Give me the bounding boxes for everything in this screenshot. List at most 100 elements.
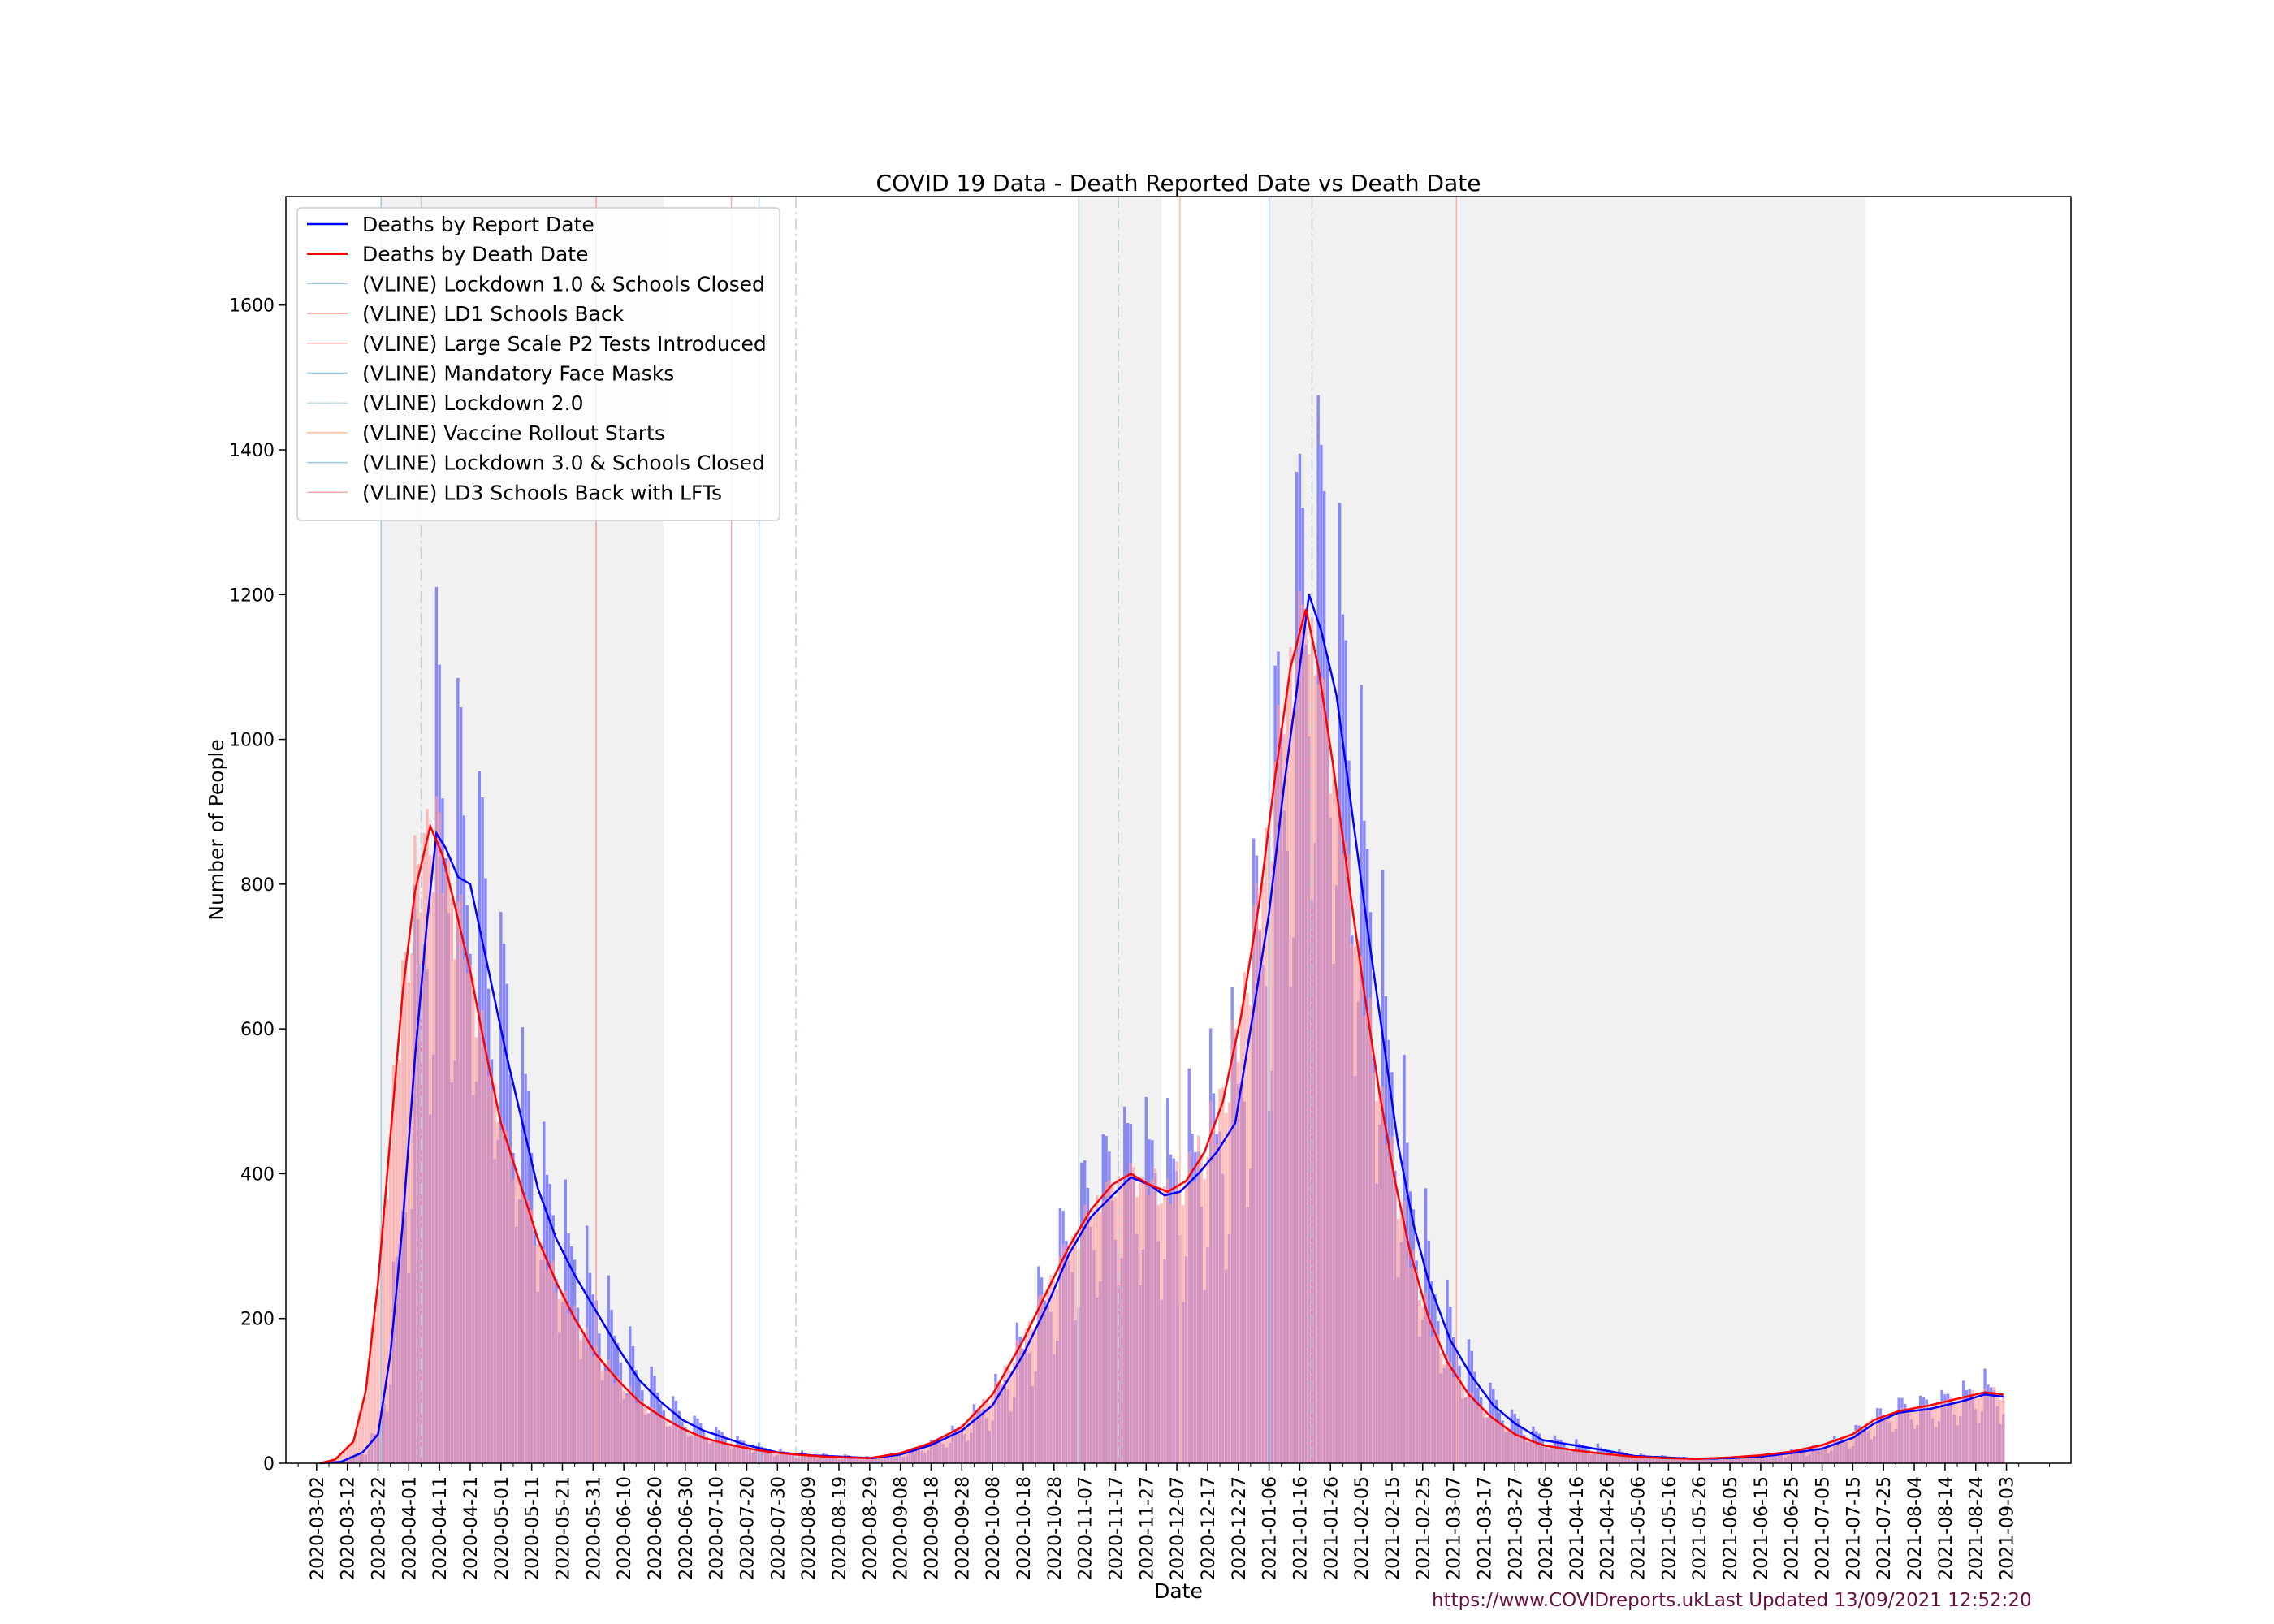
bar: [1105, 1181, 1108, 1463]
bar: [1704, 1458, 1707, 1463]
x-tick-label: 2020-10-08: [984, 1476, 1004, 1580]
bar: [1255, 883, 1259, 1463]
bar: [1747, 1456, 1750, 1463]
x-tick-label: 2021-03-17: [1475, 1476, 1495, 1580]
bar: [1322, 679, 1326, 1463]
x-tick-label: 2021-09-03: [1998, 1476, 2018, 1580]
bar: [733, 1445, 737, 1463]
bar: [1415, 1270, 1418, 1463]
bar: [527, 1200, 530, 1463]
bar: [1046, 1289, 1049, 1463]
bar: [339, 1453, 343, 1463]
bar: [1999, 1400, 2002, 1463]
bar: [1470, 1393, 1473, 1463]
y-tick-label: 600: [240, 1020, 275, 1040]
bar: [410, 953, 413, 1463]
bar: [996, 1385, 1001, 1463]
x-tick-label: 2020-03-22: [369, 1476, 389, 1580]
bar: [1277, 704, 1280, 1463]
bar: [711, 1440, 715, 1463]
bar: [1547, 1446, 1550, 1463]
bar: [810, 1455, 813, 1463]
bar: [1537, 1443, 1541, 1463]
bar: [355, 1428, 358, 1463]
bar: [1522, 1439, 1526, 1463]
bar: [1040, 1294, 1044, 1463]
bar: [714, 1441, 718, 1463]
bar: [1151, 1179, 1154, 1463]
bar: [693, 1434, 696, 1463]
x-tick-label: 2021-03-07: [1445, 1476, 1465, 1580]
bar: [1347, 853, 1351, 1463]
plot-frame: [285, 196, 2072, 1464]
bar: [1341, 853, 1345, 1463]
bar: [481, 1009, 484, 1463]
y-axis-label: Number of People: [205, 739, 228, 920]
y-tick-label: 1000: [229, 731, 275, 751]
bar: [555, 1292, 558, 1463]
bar: [1577, 1451, 1581, 1463]
bar: [1599, 1453, 1602, 1463]
bar: [1894, 1415, 1898, 1463]
bar: [656, 1416, 659, 1463]
bar: [963, 1425, 966, 1463]
bar: [1184, 1182, 1188, 1463]
bar: [1870, 1422, 1873, 1463]
bar: [1394, 1183, 1397, 1463]
chart-title: COVID 19 Data - Death Reported Date vs D…: [876, 170, 1481, 197]
bar: [505, 1131, 509, 1463]
bar: [484, 1046, 487, 1463]
bar: [1777, 1452, 1781, 1463]
bar: [1885, 1416, 1888, 1463]
bar: [1123, 1182, 1126, 1463]
bar: [1507, 1431, 1511, 1463]
bar: [533, 1245, 537, 1463]
bar: [1467, 1392, 1471, 1463]
bar: [1298, 590, 1302, 1463]
bar: [1937, 1403, 1941, 1463]
bar: [570, 1315, 573, 1463]
bar: [798, 1454, 801, 1463]
bar: [1451, 1377, 1455, 1463]
bar: [1320, 677, 1323, 1463]
bar: [1649, 1457, 1652, 1463]
bar: [1083, 1204, 1087, 1463]
bar: [361, 1406, 365, 1463]
bar: [1286, 687, 1290, 1463]
bar: [1135, 1197, 1139, 1463]
bar: [1261, 883, 1265, 1463]
bar: [1823, 1443, 1827, 1463]
bar: [837, 1457, 841, 1463]
x-tick-label: 2020-04-21: [461, 1476, 482, 1580]
bar: [1623, 1456, 1628, 1463]
bar: [1845, 1435, 1848, 1463]
bar: [1848, 1436, 1852, 1463]
bar: [1249, 1005, 1252, 1463]
bar: [358, 1412, 361, 1463]
x-tick-label: 2021-08-24: [1967, 1476, 1987, 1580]
footer-url[interactable]: https://www.COVIDreports.uk: [1432, 1590, 1705, 1611]
bar: [702, 1438, 706, 1463]
bar: [671, 1423, 675, 1463]
bar: [1651, 1457, 1655, 1463]
x-tick-label: 2020-12-07: [1168, 1476, 1188, 1580]
bar: [699, 1436, 703, 1463]
x-tick-label: 2020-03-02: [308, 1476, 328, 1580]
bar: [877, 1456, 880, 1463]
bar: [674, 1422, 678, 1463]
bar: [886, 1455, 890, 1463]
bar: [1630, 1456, 1633, 1463]
bar: [1888, 1414, 1891, 1463]
bar: [831, 1457, 835, 1463]
bar: [1830, 1443, 1833, 1463]
bar: [1839, 1440, 1842, 1463]
x-tick-label: 2020-06-10: [615, 1476, 635, 1580]
bar: [1092, 1210, 1096, 1463]
bar: [1749, 1456, 1753, 1463]
bar: [1187, 1151, 1191, 1463]
x-tick-label: 2021-02-15: [1383, 1476, 1403, 1580]
bar: [493, 1083, 496, 1463]
bar: [548, 1265, 552, 1463]
bar: [1065, 1260, 1068, 1463]
bar: [1875, 1417, 1879, 1463]
